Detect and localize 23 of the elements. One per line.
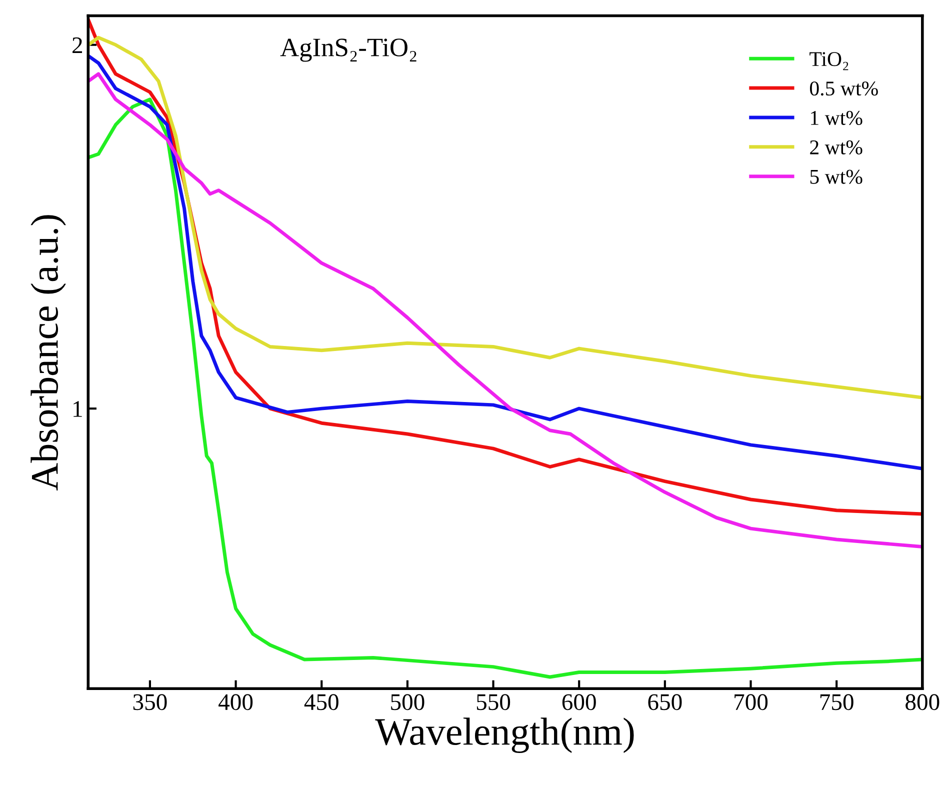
legend-label: 0.5 wt% [810,81,878,96]
annotation: AgInS₂-TiO₂ [280,38,416,62]
legend-label: 5 wt% [810,170,862,184]
x-tick-label: 650 [648,694,682,710]
line-series [88,36,922,400]
x-tick-label: 500 [391,694,424,710]
x-tick-label: 800 [906,694,940,710]
legend-label: 1 wt% [811,110,862,126]
y-axis-title: Absorbance (a.u.) [30,215,66,491]
x-axis-title: Wavelength(nm) [375,718,634,754]
y-tick-label: 1 [74,401,82,417]
x-tick-label: 550 [476,694,510,710]
x-tick-label: 400 [218,694,253,710]
x-tick-label: 350 [133,694,167,710]
line-series [88,72,922,549]
x-tick-label: 700 [734,694,768,710]
x-tick-label: 450 [304,694,338,710]
legend-label: TiO₂ [810,52,848,70]
x-tick-label: 750 [820,694,854,710]
x-tick-label: 600 [562,694,596,710]
line-series [88,98,922,679]
legend-label: 2 wt% [810,140,862,154]
y-tick-label: 2 [72,37,82,54]
